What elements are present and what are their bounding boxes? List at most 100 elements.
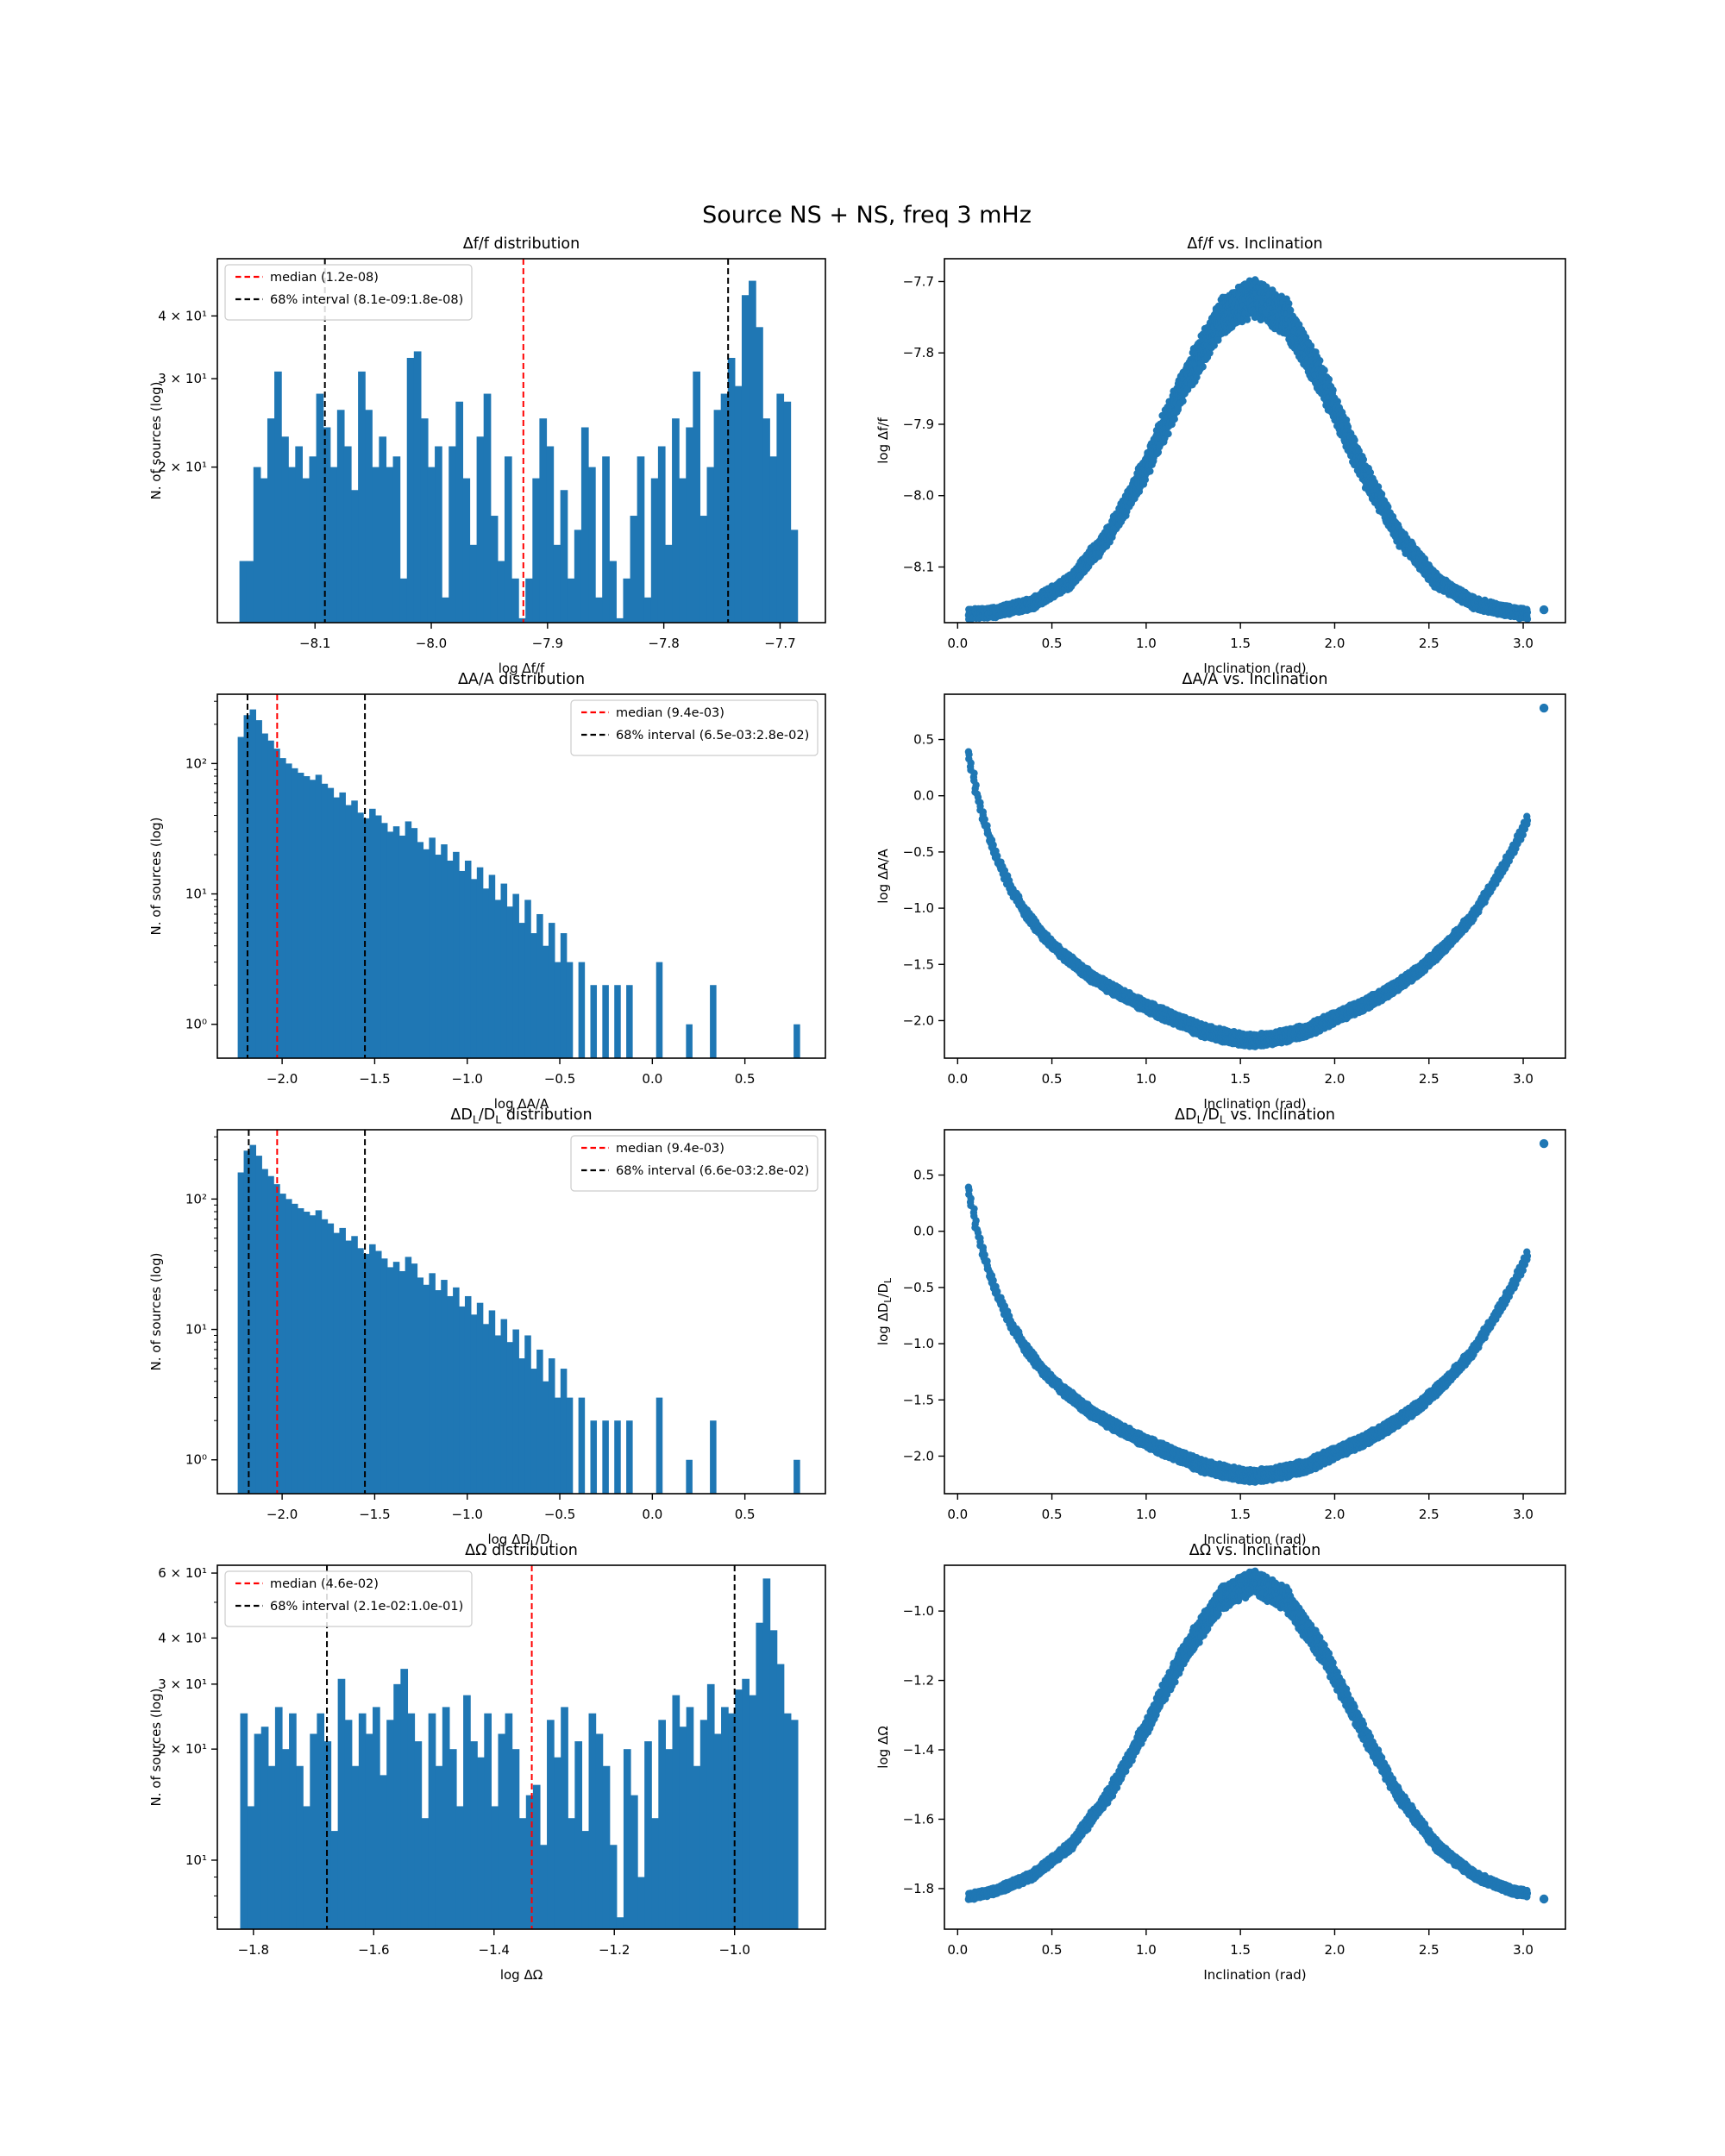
x-tick-label: 1.0 bbox=[1136, 1942, 1157, 1958]
y-tick-label: 3 × 10¹ bbox=[158, 1677, 207, 1692]
y-tick-label: 10¹ bbox=[185, 887, 207, 902]
axis-ticks: 0.0 0.5 1.0 1.5 2.0 2.5 3.0 0.5 0.0 −0.5 −1.0 −1.5 −… bbox=[903, 1168, 1534, 1522]
axis-ticks: 0.0 0.5 1.0 1.5 2.0 2.5 3.0 −7.7 −7.8 −7.9 −8.0 −8.… bbox=[903, 273, 1534, 651]
x-tick-label: −1.0 bbox=[452, 1071, 483, 1087]
x-tick-label: 0.0 bbox=[947, 1071, 968, 1087]
y-axis-label: log ΔA/A bbox=[875, 849, 891, 904]
x-axis-label: Inclination (rad) bbox=[1203, 1096, 1306, 1112]
x-tick-label: 2.5 bbox=[1419, 1942, 1440, 1958]
legend-label: 68% interval (6.6e-03:2.8e-02) bbox=[616, 1164, 809, 1178]
legend-label: median (9.4e-03) bbox=[616, 706, 724, 720]
subplot-title: ΔΩ vs. Inclination bbox=[1189, 1542, 1320, 1559]
x-tick-label: 1.0 bbox=[1136, 1071, 1157, 1087]
x-tick-label: −1.0 bbox=[718, 1942, 750, 1958]
axes-frame bbox=[944, 1564, 1566, 1930]
x-tick-label: 0.5 bbox=[735, 1507, 756, 1522]
legend-label: median (4.6e-02) bbox=[270, 1577, 379, 1591]
x-axis-label: Inclination (rad) bbox=[1203, 1532, 1306, 1547]
axes-frame bbox=[216, 258, 826, 624]
y-tick-label: 0.0 bbox=[913, 788, 934, 804]
x-axis-label: log ΔA/A bbox=[494, 1096, 549, 1112]
x-tick-label: −1.5 bbox=[359, 1507, 390, 1522]
x-tick-label: −1.0 bbox=[452, 1507, 483, 1522]
legend: median (9.4e-03) 68% interval (6.5e-03:2.… bbox=[570, 699, 819, 756]
x-tick-label: −7.7 bbox=[764, 636, 795, 651]
y-axis-label: N. of sources (log) bbox=[148, 1253, 164, 1371]
y-axis-label: N. of sources (log) bbox=[148, 382, 164, 500]
y-tick-label: 0.5 bbox=[913, 732, 934, 748]
histogram-bars bbox=[237, 1144, 800, 1494]
x-tick-label: 0.0 bbox=[642, 1071, 662, 1087]
x-tick-label: −7.9 bbox=[532, 636, 563, 651]
y-tick-label: 4 × 10¹ bbox=[158, 308, 207, 323]
scatter-points bbox=[964, 703, 1549, 1050]
y-tick-label: 0.5 bbox=[913, 1168, 934, 1183]
x-tick-label: −0.5 bbox=[544, 1507, 575, 1522]
chart-ddl-vs-inclination: 0.0 0.5 1.0 1.5 2.0 2.5 3.0 0.5 0.0 −0.5 −1.0 −1.5 −… bbox=[875, 1106, 1566, 1547]
y-tick-label: −1.5 bbox=[903, 1392, 934, 1407]
x-tick-label: 2.5 bbox=[1419, 1507, 1440, 1522]
histogram-bars bbox=[240, 1578, 799, 1929]
x-axis-label: Inclination (rad) bbox=[1203, 1967, 1306, 1983]
x-tick-label: 1.0 bbox=[1136, 636, 1157, 651]
y-tick-label: −7.7 bbox=[903, 273, 934, 289]
legend-label: 68% interval (6.5e-03:2.8e-02) bbox=[616, 729, 809, 743]
x-tick-label: 0.0 bbox=[947, 636, 968, 651]
x-tick-label: 0.0 bbox=[947, 1942, 968, 1958]
axis-ticks: −8.1 −8.0 −7.9 −7.8 −7.7 2 × 10¹ 3 × 10¹ 4 × 10… bbox=[158, 308, 795, 651]
legend: median (9.4e-03) 68% interval (6.6e-03:2.… bbox=[570, 1135, 819, 1192]
x-tick-label: −1.2 bbox=[599, 1942, 630, 1958]
outlier-point bbox=[1539, 703, 1549, 713]
histogram-bars bbox=[237, 709, 800, 1058]
y-tick-label: −7.9 bbox=[903, 417, 934, 432]
subplot-title: ΔΩ distribution bbox=[465, 1542, 578, 1559]
x-axis-label: log ΔDL/DL bbox=[487, 1532, 555, 1550]
y-tick-label: 10² bbox=[185, 755, 207, 771]
y-tick-label: 2 × 10¹ bbox=[158, 460, 207, 475]
axes-frame bbox=[944, 693, 1566, 1059]
axis-ticks: −2.0 −1.5 −1.0 −0.5 0.0 0.5 10⁰ 10¹ 10² bbox=[185, 1136, 756, 1522]
chart-daa-distribution: −2.0 −1.5 −1.0 −0.5 0.0 0.5 10⁰ 10¹ 10² ΔA/A dist… bbox=[148, 671, 826, 1112]
scatter-points bbox=[964, 1138, 1549, 1486]
y-tick-label: −2.0 bbox=[903, 1448, 934, 1463]
legend-label: 68% interval (8.1e-09:1.8e-08) bbox=[270, 293, 463, 307]
y-axis-label: N. of sources (log) bbox=[148, 818, 164, 936]
x-tick-label: 1.5 bbox=[1230, 636, 1251, 651]
subplot-title: Δf/f vs. Inclination bbox=[1187, 235, 1322, 253]
chart-domega-distribution: −1.8 −1.6 −1.4 −1.2 −1.0 10¹ 2 × 10¹ 3 × 10¹ 4 ×… bbox=[148, 1542, 826, 1983]
legend-label: median (9.4e-03) bbox=[616, 1142, 724, 1156]
x-tick-label: −2.0 bbox=[267, 1507, 298, 1522]
axes-frame bbox=[216, 1564, 826, 1930]
y-tick-label: 10⁰ bbox=[185, 1452, 207, 1468]
y-tick-label: −0.5 bbox=[903, 844, 934, 860]
x-axis-label: Inclination (rad) bbox=[1203, 661, 1306, 676]
y-tick-label: −1.8 bbox=[903, 1881, 934, 1896]
x-tick-label: 2.0 bbox=[1325, 636, 1346, 651]
chart-dff-distribution: −8.1 −8.0 −7.9 −7.8 −7.7 2 × 10¹ 3 × 10¹ 4 × 10… bbox=[148, 235, 826, 676]
axis-ticks: 0.0 0.5 1.0 1.5 2.0 2.5 3.0 0.5 0.0 −0.5 −1.0 −1.5 −… bbox=[903, 732, 1534, 1087]
x-tick-label: 3.0 bbox=[1513, 1507, 1534, 1522]
x-tick-label: 0.5 bbox=[1042, 1071, 1063, 1087]
y-tick-label: 10² bbox=[185, 1191, 207, 1206]
legend: median (4.6e-02) 68% interval (2.1e-02:1.… bbox=[224, 1570, 473, 1627]
x-tick-label: 0.0 bbox=[642, 1507, 662, 1522]
subplot-title: Δf/f distribution bbox=[463, 235, 580, 253]
y-tick-label: −2.0 bbox=[903, 1012, 934, 1028]
axes-frame bbox=[944, 1129, 1566, 1495]
x-tick-label: −1.6 bbox=[358, 1942, 389, 1958]
axes-frame bbox=[944, 258, 1566, 624]
x-tick-label: −1.8 bbox=[238, 1942, 269, 1958]
x-tick-label: 0.5 bbox=[1042, 1942, 1063, 1958]
legend-label: 68% interval (2.1e-02:1.0e-01) bbox=[270, 1600, 463, 1614]
x-tick-label: 0.5 bbox=[1042, 1507, 1063, 1522]
y-axis-label: N. of sources (log) bbox=[148, 1689, 164, 1807]
outlier-point bbox=[1539, 1894, 1549, 1904]
y-tick-label: −1.2 bbox=[903, 1673, 934, 1689]
x-tick-label: −0.5 bbox=[544, 1071, 575, 1087]
outlier-point bbox=[1539, 1138, 1549, 1149]
axis-ticks: −1.8 −1.6 −1.4 −1.2 −1.0 10¹ 2 × 10¹ 3 × 10¹ 4 ×… bbox=[158, 1565, 750, 1958]
x-tick-label: 1.5 bbox=[1230, 1507, 1251, 1522]
chart-domega-vs-inclination: 0.0 0.5 1.0 1.5 2.0 2.5 3.0 −1.0 −1.2 −1.4 −1.6 −1.… bbox=[875, 1542, 1566, 1983]
y-tick-label: 6 × 10¹ bbox=[158, 1565, 207, 1581]
x-tick-label: −8.0 bbox=[416, 636, 447, 651]
